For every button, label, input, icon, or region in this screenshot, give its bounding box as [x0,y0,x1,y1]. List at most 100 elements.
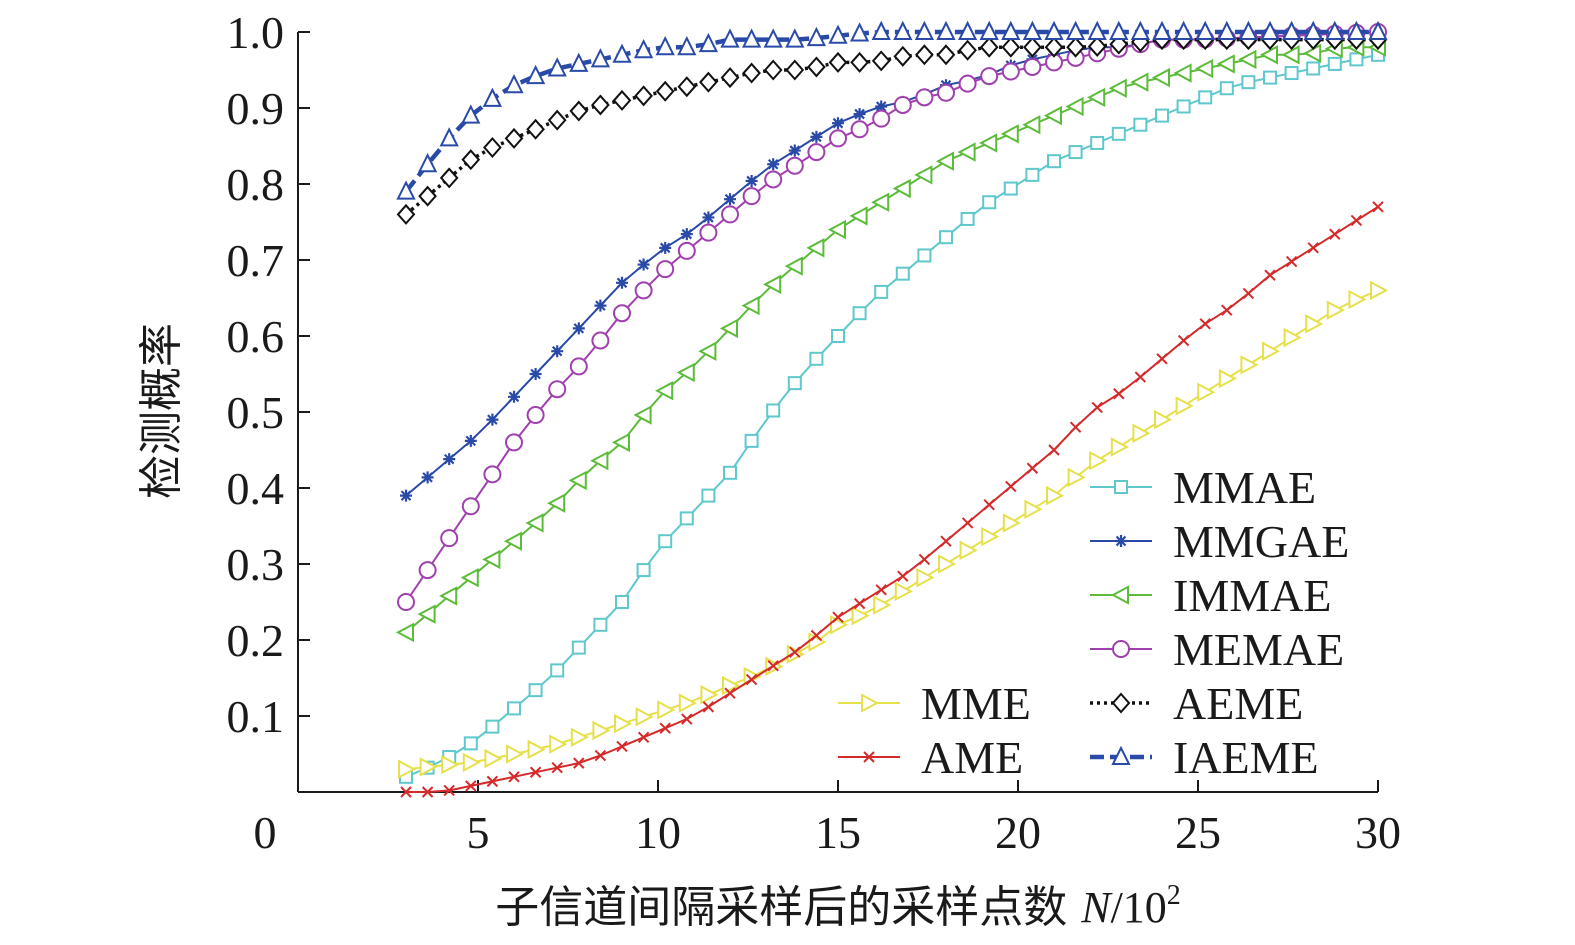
y-tick-label: 0.7 [227,235,285,286]
data-point [767,158,780,171]
data-point [1327,56,1342,71]
data-point [1350,214,1363,227]
data-point [807,143,826,162]
data-point [939,230,953,245]
data-point [872,109,891,128]
data-point [721,205,739,224]
data-point [551,345,564,358]
data-point [657,700,676,720]
data-point [1349,52,1364,67]
data-point [547,493,566,513]
data-point [1091,401,1103,414]
data-point [463,736,478,751]
data-point [1024,499,1043,519]
data-point [810,629,823,642]
data-point [830,615,849,635]
data-point [701,488,716,503]
data-point [1001,36,1021,58]
data-point [1109,20,1129,40]
data-point [874,284,889,299]
data-point [570,727,589,747]
data-point [571,640,586,655]
data-point [417,604,436,624]
data-point [507,701,521,716]
legend-item-iaeme: IAEME [1090,732,1319,783]
data-point [700,685,719,705]
legend-item-mme: MME [838,678,1031,729]
data-point [421,786,434,798]
data-point [1005,480,1017,493]
data-point [439,586,458,606]
data-point [421,471,434,484]
data-point [1372,201,1384,213]
data-point [482,87,503,107]
data-point [612,89,632,111]
data-point [893,20,913,40]
data-point [443,784,455,797]
data-point [461,497,480,516]
data-point [1284,66,1299,81]
data-point [678,693,697,713]
y-tick-label: 0.3 [227,539,285,590]
legend-item-mmae: MMAE [1090,462,1316,513]
data-point [1003,181,1018,196]
data-point [1044,36,1064,58]
data-point [849,22,870,42]
series-iaeme [396,20,1388,200]
data-point [527,739,546,760]
data-point [573,757,585,769]
data-point [722,675,741,696]
data-point [594,299,607,312]
data-point [613,304,631,323]
legend-item-memae: MEMAE [1090,624,1344,675]
data-point [484,748,503,769]
data-point [1175,396,1194,416]
data-point [396,203,416,225]
data-point [873,595,892,615]
data-point [505,433,523,452]
data-point [1025,167,1040,182]
data-point [482,549,501,570]
data-point [1022,20,1043,40]
data-point [1199,318,1211,330]
data-point [832,611,844,623]
data-point [547,109,567,131]
data-point [612,43,632,63]
data-point [745,174,758,187]
legend-label: IMMAE [1173,570,1331,621]
data-point [1346,20,1367,40]
data-point [1173,63,1192,83]
legend-label: MME [921,678,1031,729]
data-point [1305,314,1324,334]
data-point [1219,81,1234,96]
series-mmgae [400,26,1384,502]
data-point [1154,409,1173,430]
data-point [853,597,866,610]
data-point [871,50,891,72]
data-point [983,499,995,511]
data-point [1325,20,1345,40]
data-point [637,258,650,271]
data-point [483,137,502,159]
data-point [400,489,412,502]
data-point [915,88,934,107]
legend-label: MEMAE [1173,624,1344,675]
data-point [677,35,697,56]
data-point [633,39,654,59]
series-line-mmae [405,53,1379,778]
data-point [461,149,481,171]
data-point [1238,20,1259,40]
data-point [1370,280,1389,301]
data-point [850,120,869,139]
data-point [915,44,934,66]
x-tick-label: 10 [635,807,681,858]
data-point [961,517,974,529]
data-point [1326,300,1345,320]
data-point [959,540,978,560]
data-point [809,351,824,366]
data-point [658,534,673,549]
series-line-mmgae [405,31,1379,497]
data-point [529,766,542,778]
data-point [417,153,438,173]
data-point [592,720,611,741]
